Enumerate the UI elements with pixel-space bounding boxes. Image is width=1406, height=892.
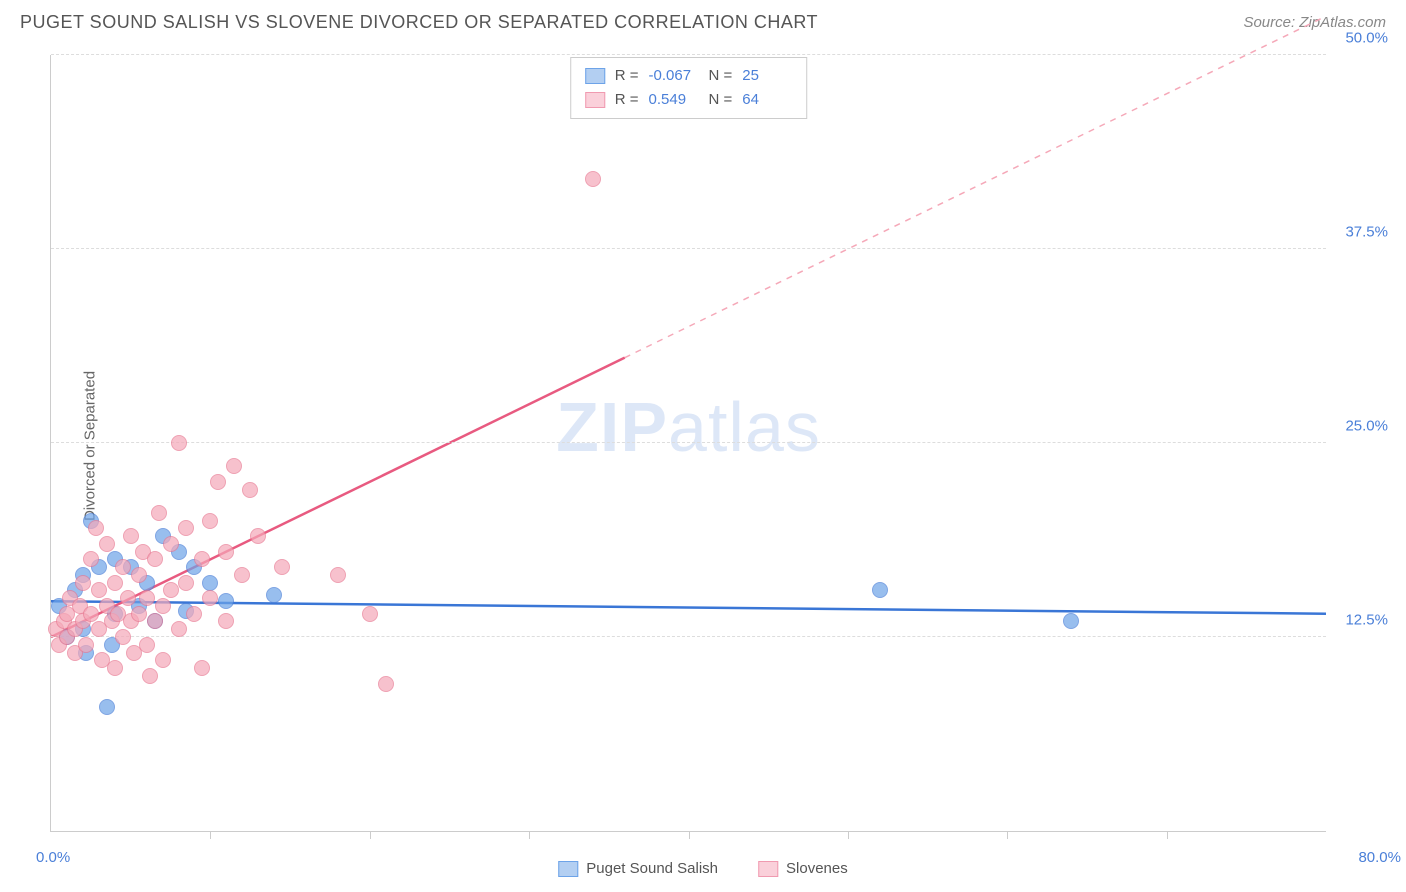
scatter-point [274, 559, 290, 575]
scatter-point [131, 567, 147, 583]
chart-title: PUGET SOUND SALISH VS SLOVENE DIVORCED O… [20, 12, 818, 33]
scatter-point [99, 699, 115, 715]
y-tick-label: 25.0% [1345, 418, 1388, 435]
scatter-point [147, 613, 163, 629]
y-tick-label: 50.0% [1345, 30, 1388, 47]
y-tick-label: 37.5% [1345, 224, 1388, 241]
scatter-point [139, 637, 155, 653]
stats-row: R = -0.067 N = 25 [585, 64, 793, 88]
scatter-point [585, 171, 601, 187]
scatter-point [139, 590, 155, 606]
chart-plot-area: ZIPatlas R =-0.067N =25R =0.549N =64 0.0… [50, 55, 1326, 832]
gridline [51, 636, 1326, 637]
scatter-point [88, 520, 104, 536]
scatter-point [171, 621, 187, 637]
scatter-point [194, 551, 210, 567]
scatter-point [330, 567, 346, 583]
scatter-point [202, 590, 218, 606]
scatter-point [155, 598, 171, 614]
scatter-point [75, 575, 91, 591]
trend-line [51, 601, 1326, 613]
trend-lines-svg [51, 55, 1326, 831]
scatter-point [210, 474, 226, 490]
r-label: R = [615, 64, 639, 88]
scatter-point [218, 593, 234, 609]
scatter-point [266, 587, 282, 603]
y-tick-label: 12.5% [1345, 612, 1388, 629]
x-axis-min-label: 0.0% [36, 849, 70, 866]
scatter-point [78, 637, 94, 653]
scatter-point [107, 660, 123, 676]
scatter-point [155, 652, 171, 668]
n-value: 64 [742, 88, 792, 112]
scatter-point [131, 606, 147, 622]
scatter-point [99, 536, 115, 552]
scatter-point [163, 582, 179, 598]
r-label: R = [615, 88, 639, 112]
scatter-point [115, 629, 131, 645]
source-label: Source: ZipAtlas.com [1243, 14, 1386, 31]
scatter-point [194, 660, 210, 676]
stats-legend-box: R = -0.067 N = 25 R = 0.549 N = 64 [570, 57, 808, 119]
scatter-point [250, 528, 266, 544]
x-tick [1167, 831, 1168, 839]
scatter-point [142, 668, 158, 684]
scatter-point [123, 528, 139, 544]
legend-swatch [758, 861, 778, 877]
x-axis-max-label: 80.0% [1358, 849, 1401, 866]
scatter-point [202, 575, 218, 591]
scatter-point [107, 575, 123, 591]
scatter-point [872, 582, 888, 598]
scatter-point [186, 606, 202, 622]
x-tick [210, 831, 211, 839]
series-swatch [585, 68, 605, 84]
scatter-point [83, 606, 99, 622]
scatter-point [1063, 613, 1079, 629]
scatter-point [91, 582, 107, 598]
series-swatch [585, 92, 605, 108]
legend-swatch [558, 861, 578, 877]
scatter-point [115, 559, 131, 575]
legend-item: Puget Sound Salish [558, 860, 718, 877]
legend-label: Slovenes [786, 860, 848, 877]
r-value: -0.067 [649, 64, 699, 88]
x-tick [1007, 831, 1008, 839]
trend-line [51, 358, 625, 637]
r-value: 0.549 [649, 88, 699, 112]
n-label: N = [709, 64, 733, 88]
scatter-point [171, 435, 187, 451]
gridline [51, 442, 1326, 443]
n-value: 25 [742, 64, 792, 88]
bottom-legend: Puget Sound Salish Slovenes [558, 860, 847, 877]
scatter-point [163, 536, 179, 552]
scatter-point [83, 551, 99, 567]
stats-row: R = 0.549 N = 64 [585, 88, 793, 112]
scatter-point [362, 606, 378, 622]
x-tick [689, 831, 690, 839]
x-tick [848, 831, 849, 839]
scatter-point [178, 520, 194, 536]
scatter-point [218, 544, 234, 560]
scatter-point [120, 590, 136, 606]
gridline [51, 248, 1326, 249]
scatter-point [226, 458, 242, 474]
gridline [51, 54, 1326, 55]
scatter-point [151, 505, 167, 521]
scatter-point [378, 676, 394, 692]
scatter-point [234, 567, 250, 583]
x-tick [370, 831, 371, 839]
scatter-point [202, 513, 218, 529]
scatter-point [242, 482, 258, 498]
legend-label: Puget Sound Salish [586, 860, 718, 877]
legend-item: Slovenes [758, 860, 848, 877]
x-tick [529, 831, 530, 839]
scatter-point [178, 575, 194, 591]
n-label: N = [709, 88, 733, 112]
scatter-point [147, 551, 163, 567]
scatter-point [218, 613, 234, 629]
